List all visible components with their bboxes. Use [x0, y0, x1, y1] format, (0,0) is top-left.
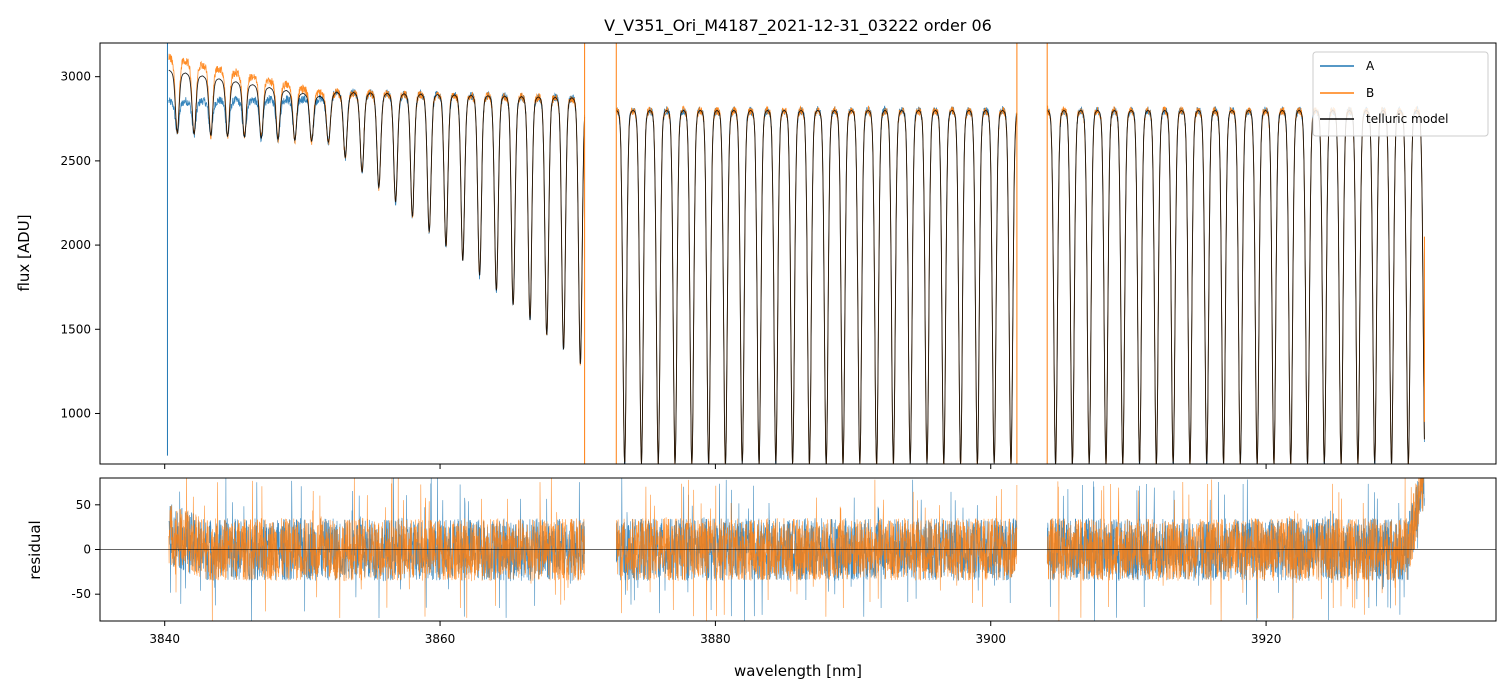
residual-x-ticks: 3840 3860 3880 3900 3920 [149, 621, 1281, 646]
residual-series-a-segment-2 [1046, 478, 1425, 621]
residual-panel: -50 0 50 3840 3860 3880 3900 3920 residual wav… [26, 477, 1497, 680]
flux-ytick-label-3: 2500 [60, 154, 91, 168]
residual-series-b-segment-2 [1046, 478, 1424, 621]
x-tick-label-2: 3880 [700, 632, 731, 646]
series-telluric-model-segment-0 [168, 69, 586, 364]
x-tick-label-4: 3920 [1251, 632, 1282, 646]
chart-title: V_V351_Ori_M4187_2021-12-31_03222 order … [604, 16, 992, 36]
flux-ytick-label-0: 1000 [60, 406, 91, 420]
flux-ytick-label-2: 2000 [60, 238, 91, 252]
flux-series-group [166, 43, 1425, 464]
legend-box [1312, 51, 1489, 137]
residual-ytick-label-1: 0 [83, 543, 91, 557]
flux-y-axis-label: flux [ADU] [15, 214, 33, 291]
legend-label-b: B [1366, 86, 1374, 100]
x-axis-label: wavelength [nm] [734, 662, 862, 680]
legend-label-a: A [1366, 59, 1375, 73]
flux-x-ticks [164, 464, 1267, 469]
legend: A B telluric model [1312, 51, 1489, 137]
flux-ytick-label-4: 3000 [60, 70, 91, 84]
residual-ytick-label-2: 50 [76, 498, 91, 512]
residual-series-b-segment-0 [168, 478, 585, 621]
x-tick-label-0: 3840 [149, 632, 180, 646]
legend-label-telluric: telluric model [1366, 112, 1448, 126]
residual-y-ticks: -50 0 50 [71, 498, 100, 601]
series-a-segment-0 [168, 88, 585, 363]
residual-series-b-segment-1 [616, 479, 1018, 621]
series-telluric-model-segment-2 [1046, 109, 1425, 464]
flux-panel: 1000 1500 2000 2500 3000 flux [ADU] A B tell… [15, 42, 1497, 469]
flux-y-ticks: 1000 1500 2000 2500 3000 [60, 70, 100, 420]
flux-axes-frame [99, 42, 1497, 465]
flux-ytick-label-1: 1500 [60, 322, 91, 336]
series-telluric-model-segment-1 [616, 109, 1018, 464]
x-tick-label-1: 3860 [425, 632, 456, 646]
residual-ytick-label-0: -50 [71, 587, 91, 601]
x-tick-label-3: 3900 [975, 632, 1006, 646]
residual-y-axis-label: residual [26, 520, 44, 579]
residual-series-group [168, 478, 1425, 621]
